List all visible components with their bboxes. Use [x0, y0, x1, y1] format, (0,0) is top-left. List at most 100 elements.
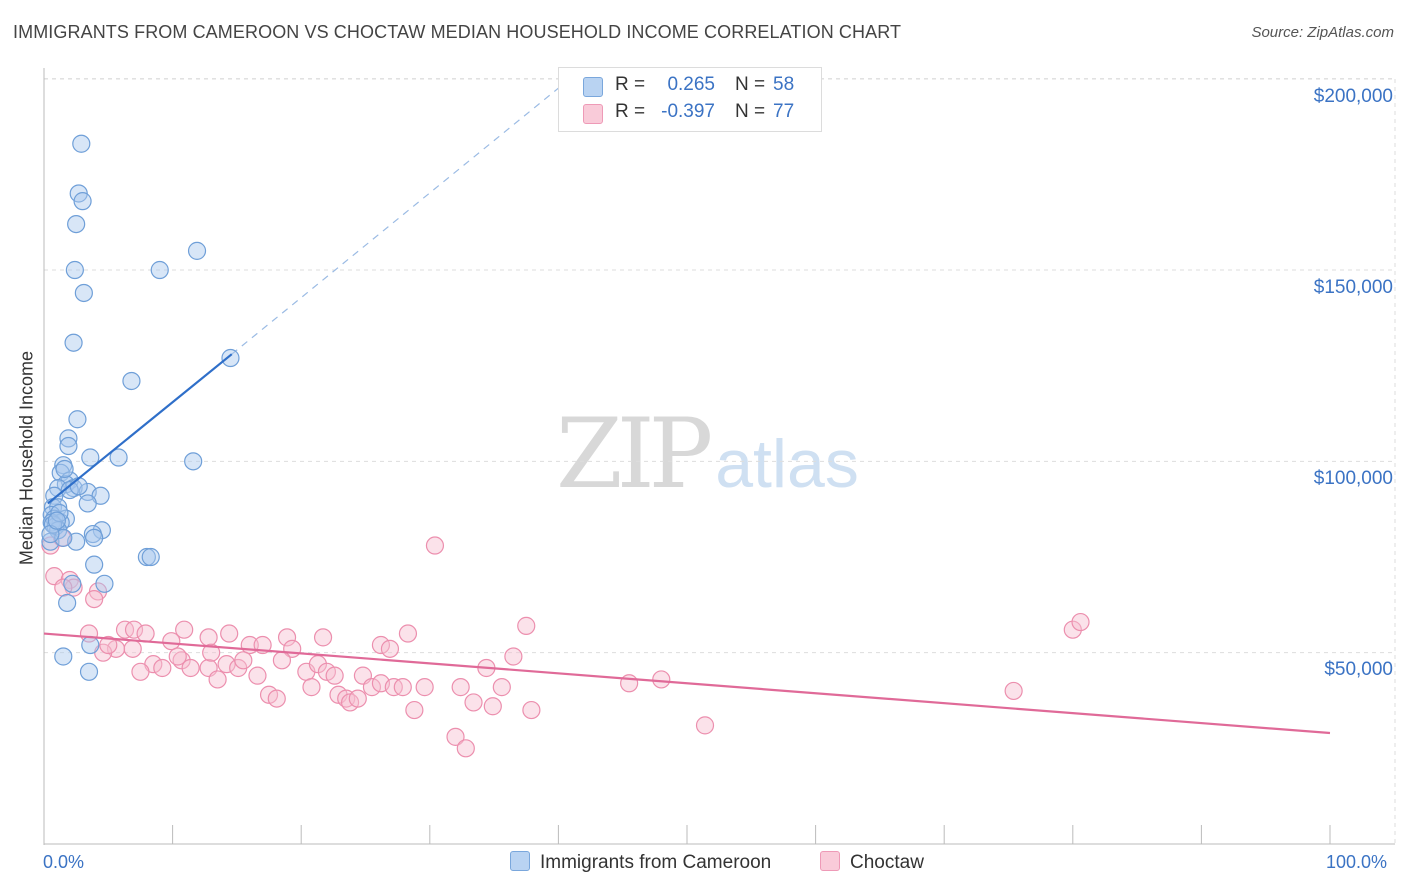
- choctaw-point: [99, 635, 118, 655]
- choctaw-point: [234, 651, 253, 670]
- cameroon-point: [74, 283, 93, 303]
- cameroon-point: [60, 480, 79, 500]
- choctaw-point: [131, 662, 150, 681]
- choctaw-point: [446, 727, 465, 746]
- cameroon-point: [150, 260, 169, 280]
- cameroon-point: [59, 436, 78, 456]
- choctaw-point: [492, 678, 511, 697]
- x-tick-label-min: 0.0%: [43, 852, 85, 872]
- cameroon-point: [95, 574, 114, 593]
- legend-n-value: 58: [773, 74, 795, 95]
- choctaw-point: [302, 678, 321, 697]
- choctaw-point: [405, 700, 424, 720]
- choctaw-point: [248, 666, 267, 685]
- choctaw-point: [1071, 612, 1090, 632]
- choctaw-point: [313, 628, 333, 647]
- cameroon-point: [59, 429, 78, 448]
- choctaw-point: [517, 616, 536, 635]
- cameroon-point: [68, 410, 87, 429]
- choctaw-point: [199, 628, 218, 647]
- cameroon-point: [64, 333, 83, 352]
- cameroon-point: [63, 574, 82, 593]
- cameroon-point: [79, 662, 99, 681]
- choctaw-point: [124, 620, 144, 639]
- legend-r-value: 0.265: [667, 74, 715, 95]
- cameroon-point: [54, 647, 73, 666]
- choctaw-point: [325, 666, 344, 685]
- choctaw-point: [267, 689, 286, 708]
- trendline-cameroon: [47, 353, 233, 505]
- y-tick-label-50000: $50,000: [1324, 659, 1393, 680]
- legend-r-label: R =: [615, 101, 646, 122]
- source-credit: Source: ZipAtlas.com: [1251, 24, 1394, 41]
- cameroon-point: [47, 511, 66, 530]
- cameroon-point: [85, 555, 104, 574]
- choctaw-point: [168, 647, 187, 666]
- choctaw-point: [362, 678, 382, 697]
- choctaw-point: [220, 624, 239, 643]
- y-tick-label-200000: $200,000: [1313, 86, 1393, 107]
- cameroon-point: [69, 477, 88, 496]
- cameroon-point: [221, 348, 240, 368]
- legend-swatch-blue: [510, 851, 530, 871]
- cameroon-point: [81, 635, 100, 655]
- stats-legend: R = 0.265 N = 58 R = -0.397 N = 77: [558, 67, 822, 132]
- cameroon-point: [187, 241, 207, 260]
- trendline-choctaw: [43, 632, 1331, 735]
- choctaw-point: [136, 624, 155, 643]
- choctaw-point: [371, 635, 391, 655]
- choctaw-point: [393, 678, 412, 697]
- legend-n-label: N =: [735, 74, 766, 95]
- y-tick-label-100000: $100,000: [1313, 468, 1393, 489]
- cameroon-point: [65, 260, 84, 280]
- y-tick-label-150000: $150,000: [1313, 277, 1393, 298]
- chart-title: IMMIGRANTS FROM CAMEROON VS CHOCTAW MEDI…: [13, 22, 902, 42]
- legend-swatch-pink: [820, 851, 840, 871]
- legend-label-choctaw: Choctaw: [850, 852, 924, 873]
- legend-item-cameroon: Immigrants from Cameroon: [510, 851, 771, 874]
- choctaw-point: [85, 589, 104, 609]
- trendline-cameroon-extension: [231, 66, 585, 355]
- legend-item-choctaw: Choctaw: [820, 851, 924, 874]
- watermark: ZIP atlas: [556, 398, 859, 510]
- choctaw-point: [175, 620, 194, 639]
- cameroon-point: [81, 448, 100, 467]
- cameroon-point: [58, 593, 77, 613]
- cameroon-point: [122, 371, 141, 391]
- legend-swatch-pink: [583, 104, 603, 124]
- choctaw-point: [652, 670, 671, 689]
- choctaw-point: [1004, 681, 1023, 701]
- cameroon-point: [73, 192, 92, 211]
- choctaw-point: [1063, 620, 1082, 639]
- choctaw-point: [425, 536, 445, 555]
- cameroon-point: [109, 448, 128, 467]
- choctaw-point: [208, 670, 227, 689]
- y-axis-label: Median Household Income: [16, 350, 37, 566]
- choctaw-point: [456, 739, 475, 758]
- cameroon-point: [67, 214, 86, 234]
- cameroon-point: [137, 547, 156, 567]
- cameroon-point: [78, 494, 97, 513]
- choctaw-point: [415, 678, 434, 697]
- choctaw-point: [272, 651, 292, 670]
- cameroon-point: [141, 547, 160, 567]
- choctaw-point: [123, 639, 142, 658]
- legend-swatch-blue: [583, 77, 603, 97]
- x-tick-label-max: 100.0%: [1326, 852, 1388, 872]
- legend-r-label: R =: [615, 74, 646, 95]
- legend-label-cameroon: Immigrants from Cameroon: [540, 852, 772, 873]
- cameroon-point: [184, 452, 203, 471]
- cameroon-point: [55, 459, 74, 479]
- cameroon-point: [92, 521, 111, 540]
- choctaw-point: [181, 658, 200, 678]
- choctaw-point: [695, 716, 715, 735]
- legend-n-value: 77: [773, 101, 795, 122]
- choctaw-point: [202, 643, 221, 662]
- choctaw-point: [464, 693, 483, 712]
- choctaw-point: [504, 647, 523, 666]
- choctaw-point: [380, 639, 400, 658]
- choctaw-point: [162, 632, 181, 651]
- legend-n-label: N =: [735, 101, 766, 122]
- watermark-zip: ZIP: [556, 398, 713, 510]
